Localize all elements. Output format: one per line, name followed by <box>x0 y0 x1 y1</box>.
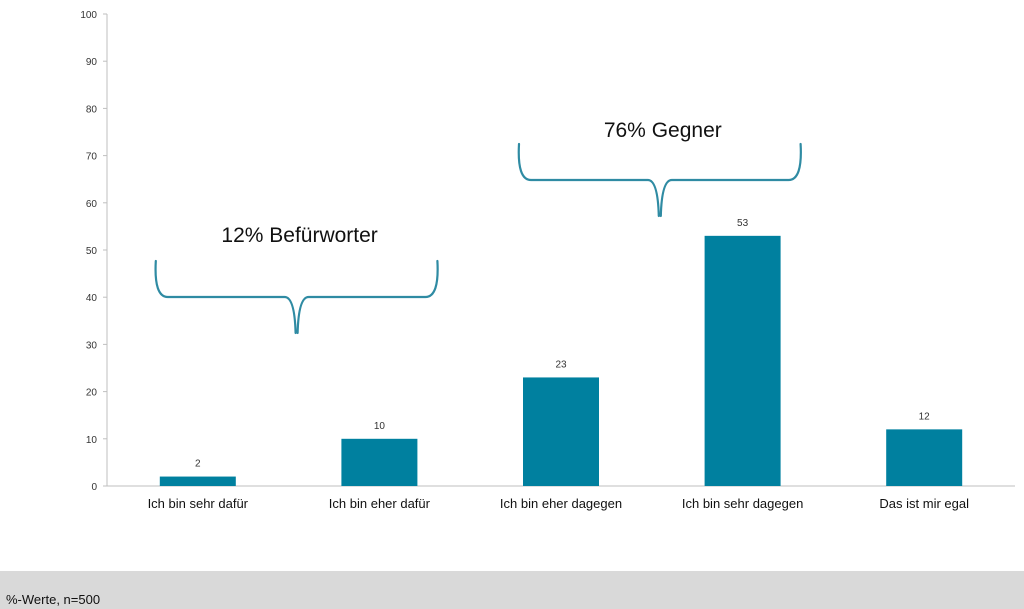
bar <box>704 235 781 486</box>
bar <box>159 476 236 486</box>
bar-value-label: 10 <box>374 421 386 432</box>
y-tick-label: 30 <box>86 340 98 351</box>
y-axis: 0 10 20 30 40 50 60 70 80 90 100 <box>80 10 108 493</box>
x-axis-labels: Ich bin sehr dafür Ich bin eher dafür Ich … <box>148 496 970 511</box>
footer-bar: %-Werte, n=500 <box>0 571 1024 609</box>
annotation-brace <box>154 259 439 335</box>
y-tick-label: 50 <box>86 246 98 257</box>
bar-value-label: 2 <box>195 459 201 470</box>
y-tick-label: 10 <box>86 435 98 446</box>
bar-value-label: 23 <box>555 359 567 370</box>
bar <box>886 429 963 486</box>
bar-value-label: 53 <box>737 218 749 229</box>
annotation-brace <box>517 142 802 218</box>
y-tick-label: 40 <box>86 293 98 304</box>
annotation-label: 12% Befürworter <box>221 224 377 247</box>
bar-chart: 0 10 20 30 40 50 60 70 80 90 100 2 10 23 53 12 Ich bin… <box>80 10 1015 511</box>
annotation-label: 76% Gegner <box>604 119 722 142</box>
x-tick-label: Ich bin sehr dagegen <box>682 496 803 511</box>
bar <box>523 377 599 486</box>
y-tick-label: 80 <box>86 104 98 115</box>
bars <box>159 235 963 486</box>
bar-value-label: 12 <box>919 411 931 422</box>
y-tick-label: 60 <box>86 199 98 210</box>
value-labels: 2 10 23 53 12 <box>195 218 930 470</box>
x-tick-label: Ich bin eher dafür <box>329 496 431 511</box>
footnote: %-Werte, n=500 <box>6 592 101 607</box>
x-tick-label: Ich bin eher dagegen <box>500 496 622 511</box>
y-tick-label: 20 <box>86 388 98 399</box>
x-tick-label: Ich bin sehr dafür <box>148 496 249 511</box>
x-tick-label: Das ist mir egal <box>879 496 969 511</box>
bar <box>341 438 418 486</box>
y-tick-label: 0 <box>91 482 97 493</box>
annotation-braces: 12% Befürworter 76% Gegner <box>154 119 802 335</box>
y-tick-label: 100 <box>80 10 97 21</box>
y-tick-label: 90 <box>86 57 98 68</box>
y-tick-label: 70 <box>86 152 98 163</box>
